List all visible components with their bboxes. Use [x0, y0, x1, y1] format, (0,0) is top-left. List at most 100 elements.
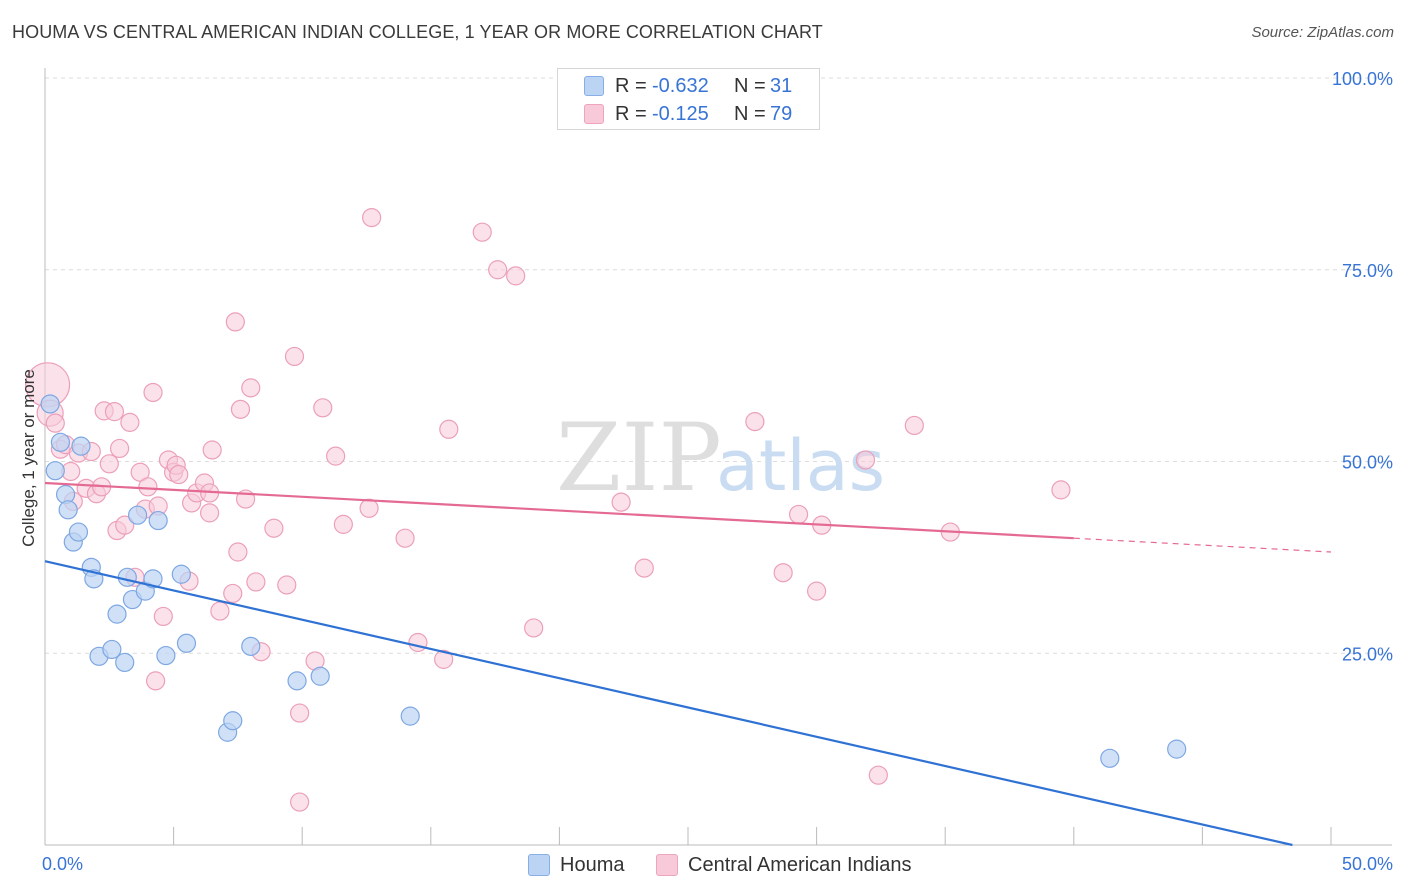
central-american-indians-point: [228, 542, 248, 562]
houma-swatch: [584, 76, 604, 96]
n-label: N =: [734, 74, 766, 97]
r-value: -0.632: [652, 74, 709, 97]
houma-point: [127, 505, 148, 525]
trend-lines: [44, 481, 1332, 847]
central-american-indians-point: [524, 618, 544, 638]
central-american-indians-point: [611, 492, 631, 512]
central-american-indians-point: [99, 454, 119, 474]
central-american-indians-trend-extension: [1073, 537, 1332, 553]
central-american-indians-point: [395, 528, 415, 548]
axes-layer: [44, 68, 1392, 846]
houma-point: [176, 633, 197, 653]
central-american-indians-point: [290, 703, 310, 723]
central-american-indians-point: [143, 382, 163, 403]
houma-point: [156, 645, 176, 666]
central-american-indians-point: [138, 477, 158, 497]
chart-title: HOUMA VS CENTRAL AMERICAN INDIAN COLLEGE…: [12, 22, 823, 42]
central-american-indians-point: [277, 575, 297, 595]
r-label: R =: [615, 102, 647, 125]
central-american-indians-point: [120, 412, 140, 432]
central-american-indians-point: [230, 399, 251, 419]
grid-layer: [45, 77, 1392, 654]
houma-point: [171, 564, 191, 584]
houma-point: [50, 432, 71, 452]
houma-point: [241, 636, 261, 656]
central-american-indians-point: [284, 346, 305, 367]
houma-point: [40, 394, 60, 414]
central-american-indians-point: [788, 504, 809, 525]
x-tick-label: 50.0%: [1342, 854, 1393, 874]
houma-point: [107, 604, 127, 624]
central-american-indians-point: [1051, 480, 1071, 500]
houma-point: [310, 666, 330, 686]
r-value: -0.125: [652, 102, 709, 125]
central-american-indians-point: [439, 419, 459, 439]
central-american-indians-point: [109, 438, 130, 459]
central-american-indians-point: [264, 518, 284, 538]
central-american-indians-point: [104, 402, 125, 422]
houma-legend-swatch: [528, 854, 550, 876]
houma-point: [1100, 748, 1120, 768]
watermark-zip: ZIP: [556, 404, 722, 513]
legend-item-houma[interactable]: Houma: [528, 852, 624, 878]
houma-trend-line: [44, 560, 1293, 847]
legend-label-central-american-indians: Central American Indians: [688, 853, 912, 876]
central-american-indians-point: [506, 266, 526, 286]
y-tick-label: 100.0%: [1332, 69, 1393, 89]
central-american-indians-swatch: [584, 104, 604, 124]
central-american-indians-point: [855, 450, 876, 470]
central-american-indians-point: [326, 446, 346, 466]
central-american-indians-point: [362, 207, 382, 228]
houma-point: [1167, 739, 1187, 759]
houma-point: [58, 500, 78, 520]
central-american-indians-point: [223, 583, 243, 604]
houma-points: [40, 394, 1187, 768]
central-american-indians-point: [225, 312, 245, 332]
stats-legend: R = -0.632 N = 31 R = -0.125 N = 79: [557, 68, 820, 130]
n-value: 31: [770, 74, 793, 97]
central-american-indians-point: [45, 413, 65, 433]
axis-labels: 25.0% 50.0% 75.0% 100.0% 0.0% 50.0% College, 1…: [19, 69, 1393, 874]
central-american-indians-point: [868, 765, 888, 785]
central-american-indians-trend-line: [44, 481, 1074, 540]
y-tick-label: 50.0%: [1342, 453, 1393, 473]
houma-point: [117, 567, 137, 587]
central-american-indians-point: [241, 378, 261, 398]
legend-item-central-american-indians[interactable]: Central American Indians: [656, 852, 911, 878]
source-label: Source: ZipAtlas.com: [1251, 24, 1394, 41]
y-axis-title: College, 1 year or more: [19, 369, 38, 547]
n-value: 79: [770, 102, 793, 125]
central-american-indians-point: [313, 398, 333, 418]
central-american-indians-point: [359, 498, 379, 518]
central-american-indians-point: [634, 558, 654, 578]
houma-point: [148, 510, 168, 531]
houma-point: [143, 569, 163, 589]
houma-point: [115, 652, 135, 673]
houma-point: [400, 706, 420, 726]
houma-point: [68, 522, 89, 542]
central-american-indians-point: [745, 412, 765, 432]
central-american-indians-point: [904, 415, 924, 436]
houma-point: [45, 461, 65, 481]
central-american-indians-point: [472, 222, 492, 242]
central-american-indians-point: [408, 632, 428, 653]
n-label: N =: [734, 102, 766, 125]
central-american-indians-point: [333, 514, 353, 534]
central-american-indians-point: [488, 260, 508, 280]
central-american-indians-point: [210, 601, 230, 621]
r-label: R =: [615, 74, 647, 97]
central-american-indians-point: [145, 671, 166, 691]
houma-point: [71, 436, 91, 456]
y-tick-label: 75.0%: [1342, 261, 1393, 281]
y-tick-label: 25.0%: [1342, 644, 1393, 664]
central-american-indians-point: [169, 464, 189, 485]
central-american-indians-point: [200, 503, 220, 523]
watermark: ZIP atlas: [556, 404, 885, 513]
x-tick-label: 0.0%: [42, 854, 83, 874]
central-american-indians-point: [202, 440, 222, 460]
houma-point: [287, 671, 307, 691]
central-american-indians-point: [806, 581, 827, 601]
watermark-atlas: atlas: [716, 425, 885, 507]
central-american-indians-point: [115, 515, 135, 535]
